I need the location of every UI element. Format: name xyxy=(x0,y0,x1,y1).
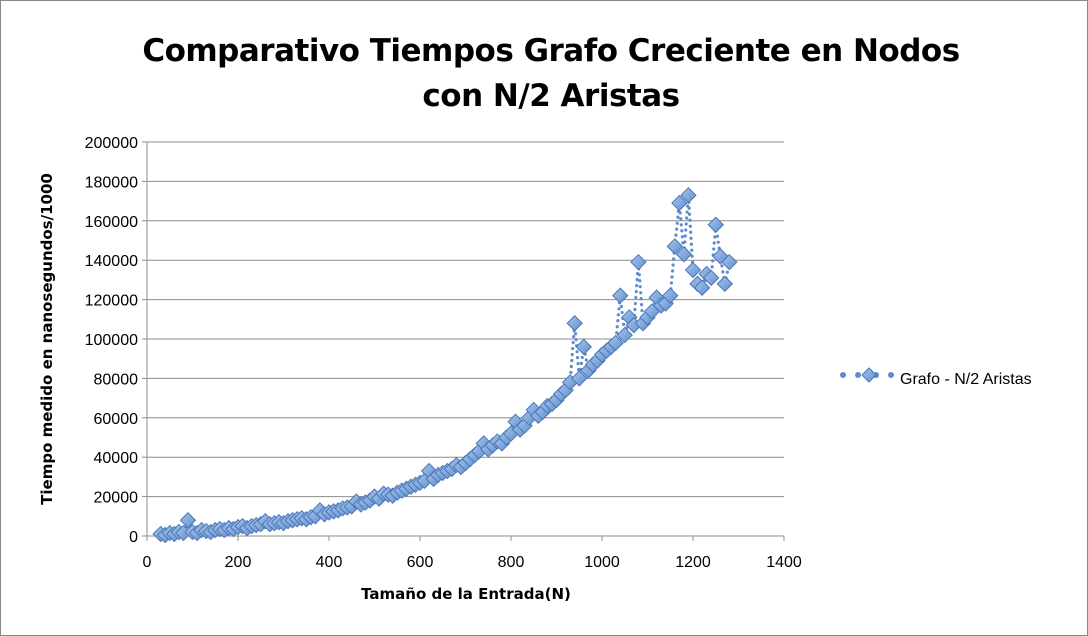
y-tick-label: 40000 xyxy=(94,450,139,467)
legend-label: Grafo - N/2 Aristas xyxy=(900,371,1032,388)
y-tick-label: 140000 xyxy=(85,253,138,270)
tick-labels: 0 20000 40000 60000 80000 100000 120000 140000 1… xyxy=(85,135,802,571)
legend-dot xyxy=(840,372,846,378)
x-tick-label: 200 xyxy=(225,554,252,571)
x-tick-label: 1400 xyxy=(766,554,802,571)
data-point xyxy=(571,370,588,387)
series-line xyxy=(159,195,731,537)
legend: Grafo - N/2 Aristas xyxy=(840,367,1032,388)
x-tick-label: 800 xyxy=(498,554,525,571)
data-point xyxy=(671,194,688,212)
data-point xyxy=(662,287,679,304)
y-tick-label: 80000 xyxy=(94,371,139,388)
y-tick-label: 100000 xyxy=(85,332,138,349)
data-point xyxy=(179,512,197,529)
data-point xyxy=(566,315,583,332)
x-axis-title: Tamaño de la Entrada(N) xyxy=(361,585,571,603)
x-tick-label: 600 xyxy=(407,554,434,571)
legend-marker xyxy=(840,367,894,383)
x-tick-label: 400 xyxy=(316,554,343,571)
data-point xyxy=(721,253,738,271)
chart-title: Comparativo Tiempos Grafo Creciente en N… xyxy=(142,33,960,114)
data-point xyxy=(607,334,624,352)
data-point xyxy=(702,269,720,287)
series-grafo-n2-aristas xyxy=(152,186,738,544)
data-point xyxy=(693,279,711,296)
legend-diamond xyxy=(861,367,877,383)
axes xyxy=(142,141,785,541)
data-point xyxy=(675,246,693,263)
data-point xyxy=(611,287,629,304)
y-tick-label: 160000 xyxy=(85,214,138,231)
y-tick-label: 0 xyxy=(129,529,138,546)
data-point xyxy=(575,338,593,356)
x-tick-label: 1000 xyxy=(584,554,620,571)
data-point xyxy=(707,216,724,233)
y-axis-title: Tiempo medido en nanosegundos/1000 xyxy=(38,173,56,505)
y-tick-label: 20000 xyxy=(94,490,139,507)
y-tick-label: 200000 xyxy=(85,135,138,152)
data-point xyxy=(712,248,729,265)
data-point xyxy=(666,238,684,255)
x-tick-label: 0 xyxy=(143,554,152,571)
y-tick-label: 120000 xyxy=(85,293,138,310)
y-tick-label: 180000 xyxy=(85,174,138,191)
data-point xyxy=(616,326,633,344)
data-point xyxy=(630,253,647,271)
y-tick-label: 60000 xyxy=(94,411,139,428)
data-point xyxy=(684,261,702,279)
data-point xyxy=(680,186,697,204)
legend-dot xyxy=(855,372,861,378)
x-tick-label: 1200 xyxy=(675,554,711,571)
data-point xyxy=(716,275,734,293)
legend-dot xyxy=(888,372,894,378)
gridlines xyxy=(147,141,784,498)
